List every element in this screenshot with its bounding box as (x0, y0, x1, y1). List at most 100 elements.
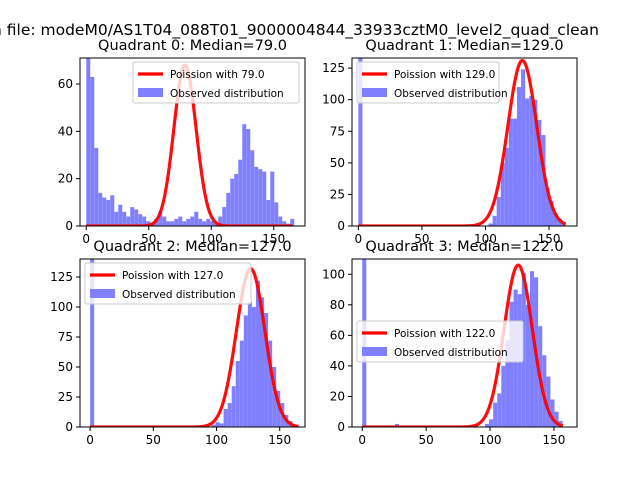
axes-frame (351, 258, 578, 428)
y-tick-label: 125 (50, 270, 73, 284)
legend-entry-fit: Poission with 79.0 (170, 69, 265, 81)
legend-frame (132, 61, 300, 104)
x-tick-label: 0 (82, 232, 90, 246)
histogram-bar (496, 196, 501, 226)
y-tick-label: 25 (58, 390, 73, 404)
legend: Poission with 122.0 Observed distribution (356, 320, 524, 363)
histogram-bar (550, 399, 555, 427)
axes-frame (79, 57, 306, 227)
histogram-bar (102, 197, 107, 226)
histogram-bar (290, 218, 295, 226)
y-tick-label: 0 (337, 219, 345, 233)
histogram-bar (215, 422, 220, 427)
histogram-bar (517, 87, 522, 226)
histogram-bar (90, 259, 95, 427)
legend-entry-observed: Observed distribution (122, 289, 236, 301)
plot-area (85, 58, 295, 226)
legend-entry-fit: Poission with 127.0 (122, 270, 223, 282)
histogram-bar (90, 76, 95, 226)
subplot-quadrant-2: 0 50 100 150 0 25 50 75 100 125 Quadrant 2: Median… (50, 239, 306, 447)
histogram-bar (266, 199, 271, 226)
histogram-bar (521, 272, 526, 427)
axes-frame (351, 57, 578, 227)
histogram-bar (190, 216, 195, 226)
histogram-bar (114, 211, 119, 226)
subplot-title: Quadrant 3: Median=122.0 (365, 239, 563, 255)
histogram-bar (278, 216, 283, 226)
histogram-bar (242, 124, 247, 226)
histogram-bar (545, 188, 550, 226)
histogram-bar (243, 315, 248, 427)
histogram-bar (166, 221, 171, 226)
histogram-bar (162, 216, 167, 226)
histogram-bar (258, 169, 263, 226)
x-tick-label: 100 (479, 433, 502, 447)
histogram-bar (238, 159, 243, 226)
histogram-bar (122, 211, 127, 226)
histogram-bar (118, 204, 123, 226)
legend-patch-swatch (138, 88, 163, 97)
histogram-bar (170, 221, 175, 226)
legend-entry-observed: Observed distribution (394, 88, 508, 100)
histogram-bar (262, 171, 267, 226)
subplot-title: Quadrant 2: Median=127.0 (93, 239, 291, 255)
histogram-bar (497, 393, 502, 427)
histogram-bar (94, 147, 99, 226)
legend: Poission with 129.0 Observed distribution (356, 61, 508, 104)
axes-frame (79, 258, 306, 428)
histogram-bar (86, 58, 91, 226)
histogram-bar (508, 118, 513, 226)
legend-patch-swatch (362, 347, 387, 356)
histogram-bar (142, 216, 147, 226)
histogram-bar (529, 271, 535, 427)
histogram-bar (174, 218, 179, 226)
subplot-quadrant-1: 0 50 100 150 0 25 50 75 100 125 Quadrant 1: Median… (322, 38, 578, 246)
histogram-bar (223, 409, 228, 427)
histogram-bar (276, 391, 281, 427)
histogram-bar (158, 211, 163, 226)
x-tick-label: 150 (543, 433, 566, 447)
y-tick-label: 40 (330, 359, 345, 373)
y-tick-label: 40 (58, 124, 73, 138)
histogram-bar (146, 221, 151, 226)
histogram-bar (282, 221, 287, 226)
legend-patch-swatch (90, 289, 115, 298)
x-tick-label: 0 (358, 433, 366, 447)
y-tick-label: 20 (58, 172, 73, 186)
histogram-bar (226, 192, 231, 226)
histogram-bar (182, 221, 187, 226)
y-tick-label: 50 (330, 156, 345, 170)
legend: Poission with 127.0 Observed distribution (84, 262, 252, 305)
histogram-bar (134, 209, 139, 226)
y-tick-label: 0 (337, 420, 345, 434)
legend-frame (84, 262, 252, 305)
y-tick-label: 50 (58, 360, 73, 374)
histogram-bar (254, 166, 259, 226)
histogram-bar (546, 376, 551, 427)
x-tick-label: 150 (538, 232, 561, 246)
legend-frame (356, 61, 500, 104)
y-tick-label: 60 (58, 77, 73, 91)
histogram-bar (541, 135, 546, 226)
histogram-bar (509, 301, 514, 427)
histogram-bar (211, 424, 216, 427)
histogram-bar (138, 214, 143, 226)
histogram-bar (239, 340, 244, 427)
histogram-bar (198, 218, 203, 226)
histogram-bar (218, 216, 223, 226)
subplot-title: Quadrant 0: Median=79.0 (98, 38, 287, 54)
y-tick-label: 25 (330, 187, 345, 201)
histogram-bar (202, 221, 207, 226)
legend-frame (356, 320, 524, 363)
histogram-bar (230, 178, 235, 226)
y-tick-label: 100 (322, 267, 345, 281)
histogram-bar (210, 221, 215, 226)
histogram-bar (264, 313, 269, 427)
y-tick-label: 20 (330, 389, 345, 403)
histogram-bar (525, 304, 530, 427)
histogram-bar (537, 119, 542, 226)
y-tick-label: 60 (330, 328, 345, 342)
x-tick-label: 100 (474, 232, 497, 246)
histogram-bar (533, 99, 538, 226)
